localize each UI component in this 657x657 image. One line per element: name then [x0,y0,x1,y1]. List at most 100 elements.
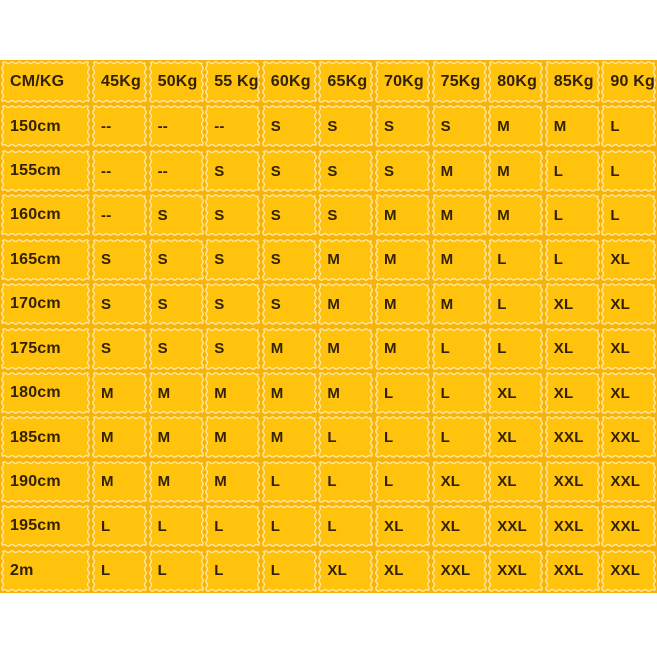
stamp-border-decoration [148,283,204,325]
size-cell-label: M [553,118,567,136]
size-cell-label: L [157,562,167,580]
size-cell: XXL [544,415,601,459]
size-cell-label: XL [610,295,630,313]
size-cell: XXL [600,415,657,459]
stamp-border-decoration [205,105,261,148]
size-cell-label: M [497,118,510,136]
size-cell-label: -- [101,162,112,180]
size-cell: -- [148,149,205,193]
size-cell: XL [431,460,488,504]
stamp-border-decoration [92,372,147,414]
size-cell: M [544,104,601,148]
weight-header-cell: 80Kg [487,60,544,104]
size-cell-label: S [214,251,225,269]
size-cell: XXL [600,460,657,504]
stamp-border-decoration [205,238,261,281]
weight-header-cell-label: 50Kg [157,73,198,91]
size-cell: M [374,193,431,237]
size-cell-label: XL [497,429,517,447]
size-cell: XXL [600,549,657,593]
corner-header-cell: CM/KG [0,60,91,104]
weight-header-cell: 65Kg [317,60,374,104]
size-cell-label: XXL [497,517,527,535]
stamp-border-decoration [92,105,147,148]
size-cell-label: S [270,251,282,269]
size-cell-label: L [553,251,564,269]
size-cell-label: S [327,118,338,136]
size-cell: S [91,282,148,326]
height-label-cell-label: 160cm [10,206,61,224]
size-cell: -- [91,149,148,193]
stamp-border-decoration [205,283,261,325]
size-cell: M [374,238,431,282]
size-cell-label: XL [610,340,630,358]
size-cell: L [600,104,657,148]
size-cell-label: L [270,517,281,535]
size-cell: L [431,415,488,459]
stamp-border-decoration [261,505,317,548]
size-cell-label: XXL [553,517,584,535]
size-cell: S [374,104,431,148]
stamp-border-decoration [375,372,430,414]
size-cell: M [487,193,544,237]
size-cell-label: S [157,251,168,269]
height-label-cell-label: 175cm [10,339,61,357]
size-cell-label: L [327,473,337,491]
size-cell: XXL [544,549,601,593]
size-cell: S [261,149,318,193]
stamp-border-decoration [375,460,430,503]
height-label-cell: 165cm [0,238,91,282]
stamp-border-decoration [375,327,430,370]
height-label-cell-label: 170cm [10,295,61,313]
size-cell: XL [487,415,544,459]
size-cell-label: S [270,206,282,224]
size-cell-label: S [214,295,225,313]
size-cell-label: S [157,206,168,224]
size-cell: XL [600,238,657,282]
size-cell: M [374,282,431,326]
height-label-cell: 155cm [0,149,91,193]
weight-header-cell-label: 55 Kg [214,73,259,91]
stamp-border-decoration [544,238,600,281]
size-cell: XL [600,371,657,415]
height-label-cell: 170cm [0,282,91,326]
stamp-border-decoration [92,416,147,459]
stamp-border-decoration [318,416,374,459]
size-cell: L [204,549,261,593]
height-label-cell: 180cm [0,371,91,415]
size-cell: S [91,238,148,282]
size-cell-label: M [214,384,227,402]
size-cell-label: L [214,517,224,535]
size-cell: M [261,415,318,459]
height-label-cell-label: 165cm [10,250,61,268]
size-cell-label: -- [101,206,112,224]
stamp-border-decoration [431,194,487,237]
stamp-border-decoration [431,149,487,192]
stamp-border-decoration [601,149,657,192]
size-cell: L [374,460,431,504]
size-cell-label: M [101,429,114,447]
size-cell: M [487,104,544,148]
stamp-border-decoration [318,194,374,237]
size-cell-label: L [553,162,564,180]
size-cell: XXL [431,549,488,593]
size-cell: M [204,371,261,415]
stamp-border-decoration [205,372,261,414]
size-cell-label: XXL [610,562,641,580]
size-cell-label: XXL [497,562,527,580]
height-label-cell: 185cm [0,415,91,459]
height-label-cell-label: 195cm [10,517,61,535]
size-cell-label: XL [440,517,461,535]
size-cell: L [487,238,544,282]
height-label-cell-label: 2m [10,561,34,579]
stamp-border-decoration [261,194,317,237]
stamp-border-decoration [92,238,147,281]
size-cell-label: XL [497,384,517,402]
weight-header-cell-label: 60Kg [270,73,311,91]
size-cell-label: L [270,473,281,491]
size-cell: L [261,549,318,593]
stamp-border-decoration [148,238,204,281]
size-chart-table: CM/KG 45Kg 50Kg 55 Kg 60Kg 65Kg 70Kg 75Kg 80Kg 85… [0,60,657,593]
size-cell-label: L [383,384,394,402]
size-cell-label: S [383,162,395,180]
